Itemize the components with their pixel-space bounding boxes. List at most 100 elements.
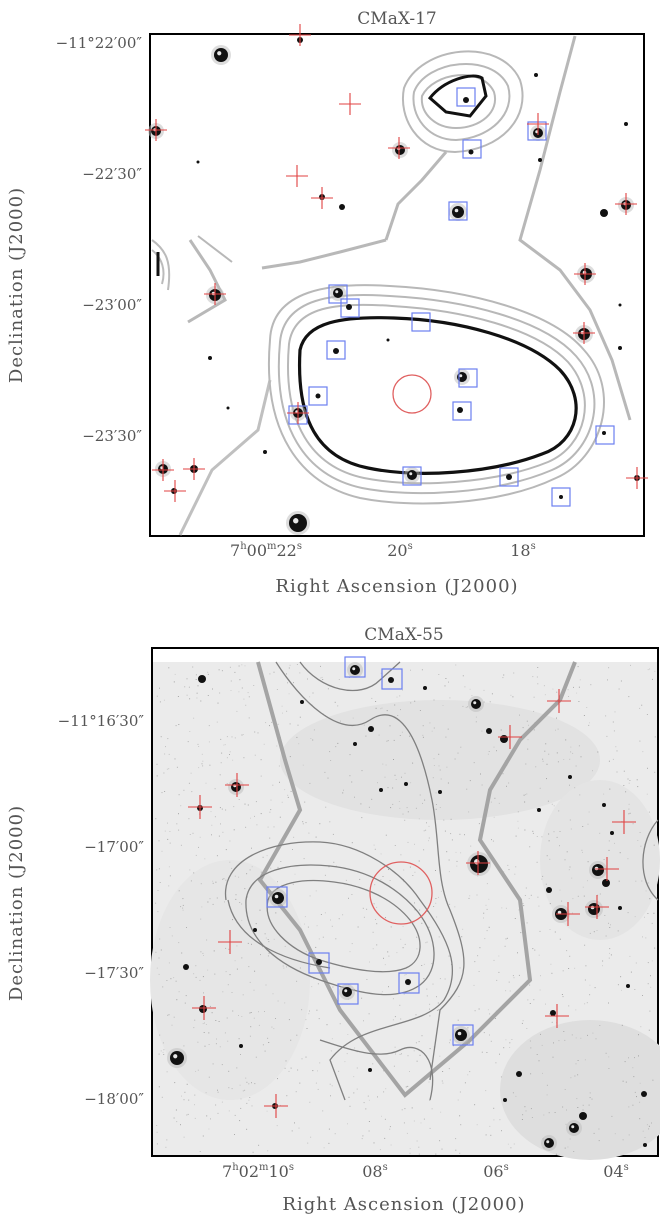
star	[550, 1010, 556, 1016]
catalog-cross-marker	[225, 773, 249, 797]
catalog-box-marker	[326, 340, 346, 360]
star-core	[217, 51, 222, 56]
contour-layer	[224, 661, 659, 1101]
contour-line-grey-thick	[256, 661, 577, 1098]
star	[506, 474, 512, 480]
contour-line	[275, 661, 465, 1081]
star	[641, 1091, 647, 1097]
catalog-cross-marker	[218, 930, 242, 954]
x-tick-label: 08s	[362, 1162, 388, 1181]
x-axis-label: Right Ascension (J2000)	[282, 1194, 525, 1215]
panel-cmax-17: CMaX-17	[6, 9, 648, 597]
contour-line	[197, 235, 233, 263]
star-core	[274, 894, 279, 899]
star	[624, 122, 628, 126]
contour-line	[299, 661, 401, 692]
contour-line	[384, 151, 448, 241]
catalog-cross-marker	[573, 322, 595, 344]
star-core	[571, 1125, 575, 1129]
star	[602, 879, 610, 887]
star	[395, 145, 405, 155]
catalog-cross-marker	[498, 725, 522, 749]
star	[500, 735, 508, 743]
star	[423, 686, 427, 690]
x-tick-label: 7h02m10s	[222, 1162, 294, 1181]
catalog-box-marker	[328, 284, 348, 304]
contour-line	[245, 864, 435, 996]
star	[183, 964, 189, 970]
marker-layer	[145, 24, 648, 507]
star	[643, 1143, 647, 1147]
catalog-cross-marker	[289, 24, 311, 46]
contour-line-thick	[297, 316, 578, 475]
catalog-box-marker	[381, 668, 403, 690]
star-core	[557, 910, 562, 915]
catalog-cross-marker	[626, 467, 648, 489]
y-axis-label: Declination (J2000)	[6, 187, 27, 383]
star	[569, 1123, 579, 1133]
star	[379, 788, 383, 792]
star	[452, 206, 464, 218]
catalog-box-marker	[398, 972, 420, 994]
star	[300, 700, 304, 704]
y-tick-label: −11°22′00″	[56, 34, 143, 52]
star	[231, 782, 241, 792]
catalog-cross-marker	[192, 996, 216, 1020]
panel-cmax-55: CMaX-55 −11°16′30″ −1	[6, 625, 660, 1215]
star	[592, 864, 604, 876]
star-core	[173, 1054, 178, 1059]
star	[471, 699, 481, 709]
x-axis-label: Right Ascension (J2000)	[275, 576, 518, 597]
star	[618, 346, 622, 350]
star	[610, 831, 614, 835]
star	[263, 450, 267, 454]
star	[407, 470, 417, 480]
x-tick-labels: 7h02m10s 08s 06s 04s	[222, 1162, 629, 1181]
star	[342, 987, 352, 997]
catalog-cross-marker	[466, 851, 490, 875]
catalog-box-marker	[458, 368, 478, 388]
y-tick-label: −18′00″	[84, 1090, 144, 1108]
x-tick-label: 20s	[387, 541, 413, 560]
star	[272, 892, 284, 904]
contour-line-peak	[427, 74, 488, 118]
star	[463, 97, 469, 103]
star	[386, 338, 390, 342]
x-tick-labels: 7h00m22s 20s 18s	[230, 541, 536, 560]
y-tick-label: −17′30″	[84, 964, 144, 982]
star	[438, 790, 442, 794]
star	[534, 73, 538, 77]
contour-line	[151, 249, 165, 285]
panel-title: CMaX-55	[364, 625, 443, 645]
catalog-box-marker	[462, 139, 482, 159]
contour-line	[319, 1039, 434, 1101]
y-tick-label: −23′00″	[82, 296, 142, 314]
star	[455, 1029, 467, 1041]
catalog-cross-marker	[286, 165, 308, 187]
star	[198, 675, 206, 683]
star	[468, 149, 474, 155]
star	[196, 160, 200, 164]
contour-line	[277, 293, 596, 495]
star	[470, 855, 488, 873]
x-tick-label: 18s	[510, 541, 536, 560]
catalog-cross-marker	[264, 1094, 288, 1118]
contour-line	[268, 284, 605, 505]
target-position-circle	[369, 861, 433, 925]
star	[239, 1044, 243, 1048]
star	[368, 726, 374, 732]
star	[559, 495, 563, 499]
catalog-box-marker	[308, 386, 328, 406]
catalog-cross-marker	[547, 689, 571, 713]
star	[544, 1138, 554, 1148]
x-tick-label: 06s	[483, 1162, 509, 1181]
catalog-cross-marker	[145, 119, 167, 141]
star	[289, 514, 307, 532]
target-position-circle	[392, 374, 432, 414]
star-core	[335, 290, 339, 294]
sky-noise	[155, 664, 656, 1155]
star-core	[457, 1031, 462, 1036]
y-tick-label: −11°16′30″	[58, 712, 145, 730]
x-tick-label: 04s	[603, 1162, 629, 1181]
catalog-cross-marker	[574, 263, 596, 285]
